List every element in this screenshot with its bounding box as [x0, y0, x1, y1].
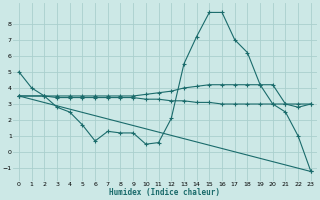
X-axis label: Humidex (Indice chaleur): Humidex (Indice chaleur)	[109, 188, 220, 197]
